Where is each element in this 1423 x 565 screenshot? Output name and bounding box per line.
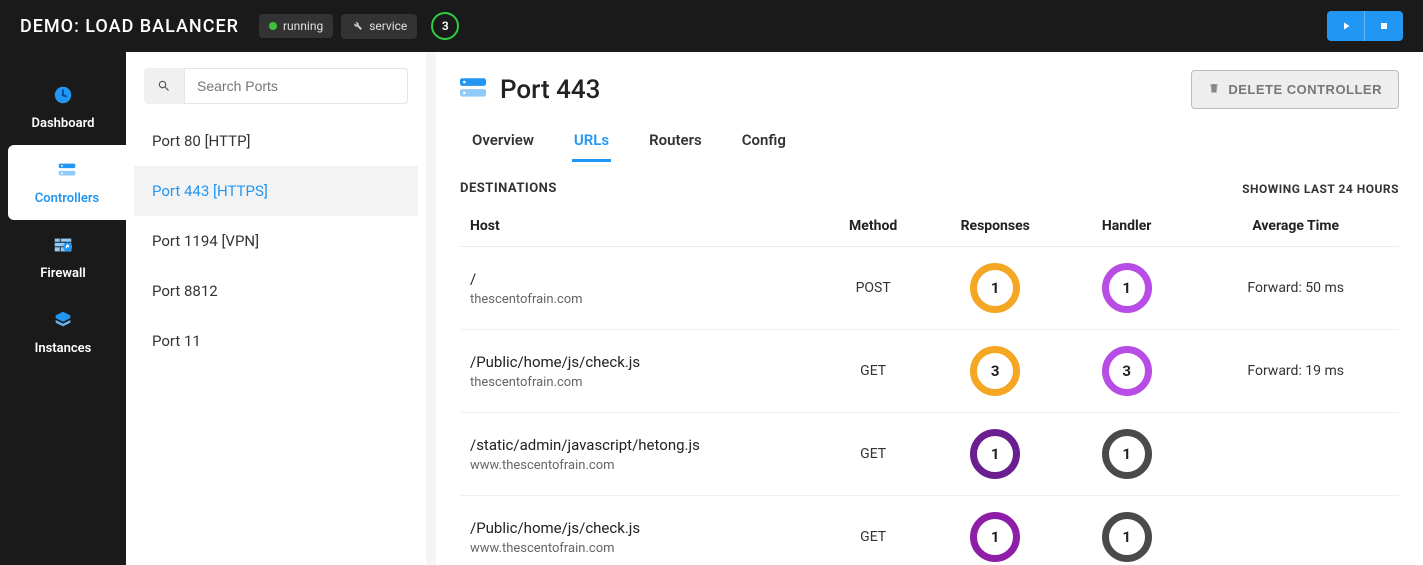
type-badge: service [341, 14, 417, 39]
section-sub: SHOWING LAST 24 HOURS [1242, 182, 1399, 196]
content-header: Port 443 DELETE CONTROLLER [460, 70, 1399, 109]
status-dot-icon [269, 22, 277, 30]
avg-cell [1192, 413, 1399, 496]
host-path: /Public/home/js/check.js [470, 519, 807, 537]
handler-ring: 1 [1102, 263, 1152, 313]
type-label: service [369, 19, 407, 33]
wrench-icon [351, 19, 363, 34]
responses-ring: 1 [970, 512, 1020, 562]
nav-label: Instances [35, 341, 92, 356]
app-title: DEMO: LOAD BALANCER [20, 16, 239, 37]
handler-ring: 1 [1102, 512, 1152, 562]
avg-cell [1192, 496, 1399, 565]
play-button[interactable] [1327, 11, 1365, 41]
section-header: DESTINATIONS SHOWING LAST 24 HOURS [460, 181, 1399, 196]
nav-item-instances[interactable]: Instances [0, 295, 126, 370]
nav-item-firewall[interactable]: Firewall [0, 220, 126, 295]
port-item[interactable]: Port 8812 [134, 266, 418, 316]
method-cell: POST [817, 247, 930, 330]
nav-item-dashboard[interactable]: Dashboard [0, 70, 126, 145]
stop-button[interactable] [1365, 11, 1403, 41]
count-badge: 3 [431, 12, 459, 40]
responses-ring: 3 [970, 346, 1020, 396]
table-row[interactable]: /Public/home/js/check.js thescentofrain.c… [460, 330, 1399, 413]
status-badge: running [259, 14, 333, 38]
instances-icon [52, 309, 74, 335]
host-domain: www.thescentofrain.com [470, 541, 807, 556]
host-domain: thescentofrain.com [470, 292, 807, 307]
port-item[interactable]: Port 443 [HTTPS] [134, 166, 418, 216]
nav-label: Firewall [40, 266, 85, 281]
responses-ring: 1 [970, 429, 1020, 479]
tab-config[interactable]: Config [740, 121, 788, 162]
search-input[interactable] [184, 68, 408, 104]
port-item[interactable]: Port 1194 [VPN] [134, 216, 418, 266]
port-icon [460, 78, 486, 102]
host-path: /Public/home/js/check.js [470, 353, 807, 371]
table-row[interactable]: /Public/home/js/check.js www.thescentofra… [460, 496, 1399, 565]
col-host: Host [460, 206, 817, 247]
table-row[interactable]: /static/admin/javascript/hetong.js www.th… [460, 413, 1399, 496]
delete-controller-button[interactable]: DELETE CONTROLLER [1191, 70, 1399, 109]
content: Port 443 DELETE CONTROLLER Overview URLs… [436, 52, 1423, 565]
host-domain: www.thescentofrain.com [470, 458, 807, 473]
col-avg: Average Time [1192, 206, 1399, 247]
tab-urls[interactable]: URLs [572, 121, 611, 162]
handler-ring: 3 [1102, 346, 1152, 396]
col-responses: Responses [929, 206, 1060, 247]
play-controls [1327, 11, 1403, 41]
section-label: DESTINATIONS [460, 181, 557, 196]
port-item[interactable]: Port 11 [134, 316, 418, 366]
col-method: Method [817, 206, 930, 247]
avg-cell: Forward: 50 ms [1192, 247, 1399, 330]
destinations-table: Host Method Responses Handler Average Ti… [460, 206, 1399, 565]
tab-routers[interactable]: Routers [647, 121, 704, 162]
firewall-icon [52, 234, 74, 260]
tab-overview[interactable]: Overview [470, 121, 536, 162]
controllers-icon [56, 159, 78, 185]
delete-label: DELETE CONTROLLER [1228, 82, 1382, 97]
ports-panel: Port 80 [HTTP] Port 443 [HTTPS] Port 119… [126, 52, 426, 565]
col-handler: Handler [1061, 206, 1192, 247]
count-value: 3 [442, 19, 449, 33]
handler-ring: 1 [1102, 429, 1152, 479]
left-nav: Dashboard Controllers Firewall Instances [0, 52, 126, 565]
method-cell: GET [817, 330, 930, 413]
topbar: DEMO: LOAD BALANCER running service 3 [0, 0, 1423, 52]
search-wrap [144, 68, 408, 104]
search-icon [144, 68, 184, 104]
host-path: /static/admin/javascript/hetong.js [470, 436, 807, 454]
dashboard-icon [52, 84, 74, 110]
nav-label: Dashboard [32, 116, 95, 131]
method-cell: GET [817, 413, 930, 496]
method-cell: GET [817, 496, 930, 565]
nav-label: Controllers [35, 191, 99, 206]
avg-cell: Forward: 19 ms [1192, 330, 1399, 413]
trash-icon [1208, 81, 1220, 98]
nav-item-controllers[interactable]: Controllers [8, 145, 126, 220]
status-label: running [283, 19, 323, 33]
tabs: Overview URLs Routers Config [460, 121, 1399, 163]
responses-ring: 1 [970, 263, 1020, 313]
port-item[interactable]: Port 80 [HTTP] [134, 116, 418, 166]
host-domain: thescentofrain.com [470, 375, 807, 390]
page-title: Port 443 [500, 75, 600, 105]
host-path: / [470, 270, 807, 288]
table-row[interactable]: / thescentofrain.com POST 1 1 Forward: 50 ms [460, 247, 1399, 330]
